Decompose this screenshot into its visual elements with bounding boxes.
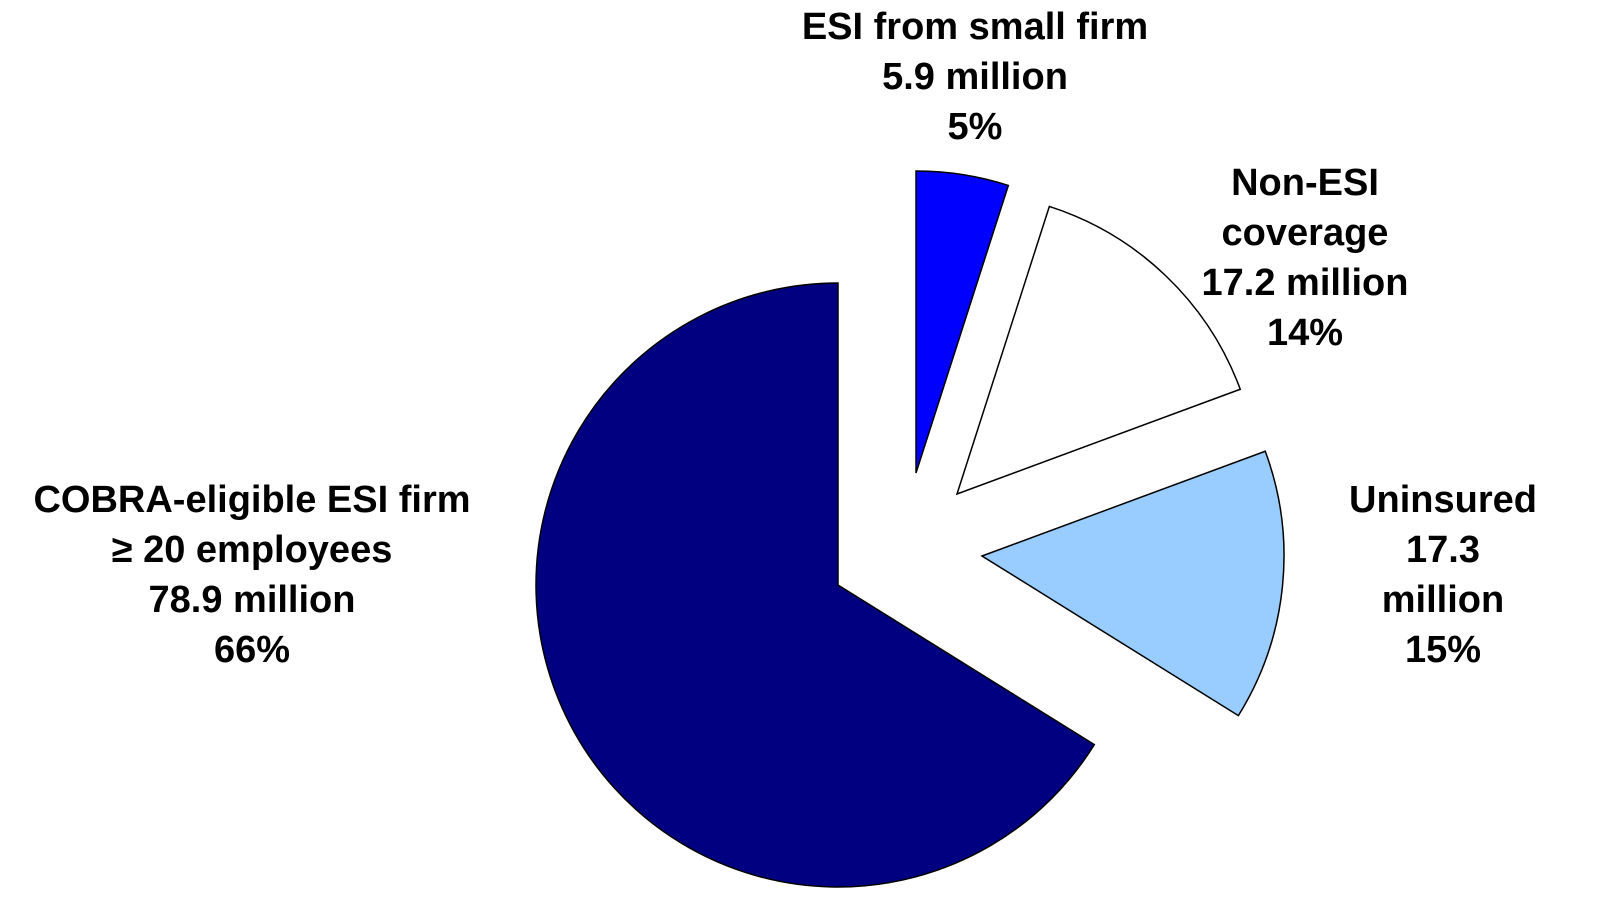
percent-label: 14%: [1266, 312, 1344, 354]
value-label: 17.2 million: [1201, 262, 1409, 304]
percent-label: 15%: [1404, 629, 1482, 671]
slice-label: ESI from small firm 5.9 million 5%: [802, 2, 1148, 152]
slice-label: Non-ESI coverage 17.2 million 14%: [1155, 158, 1455, 358]
percent-label: 5%: [947, 106, 1003, 148]
percent-label: 66%: [213, 629, 291, 671]
value-label: 78.9 million: [148, 579, 356, 621]
pie-slice: [955, 205, 1242, 496]
slice-label: COBRA-eligible ESI firm ≥ 20 employees 78…: [33, 475, 470, 675]
pie-slice: [535, 282, 1096, 888]
category-label: COBRA-eligible ESI firm ≥ 20 employees: [33, 479, 471, 571]
value-label: 17.3 million: [1381, 529, 1505, 621]
value-label: 5.9 million: [882, 56, 1068, 98]
slice-label: Uninsured 17.3 million 15%: [1349, 475, 1537, 675]
pie-slice: [915, 170, 1010, 474]
category-label: ESI from small firm: [801, 6, 1149, 48]
category-label: Uninsured: [1349, 479, 1537, 521]
pie-slice: [980, 450, 1285, 717]
category-label: Non-ESI coverage: [1221, 162, 1389, 254]
